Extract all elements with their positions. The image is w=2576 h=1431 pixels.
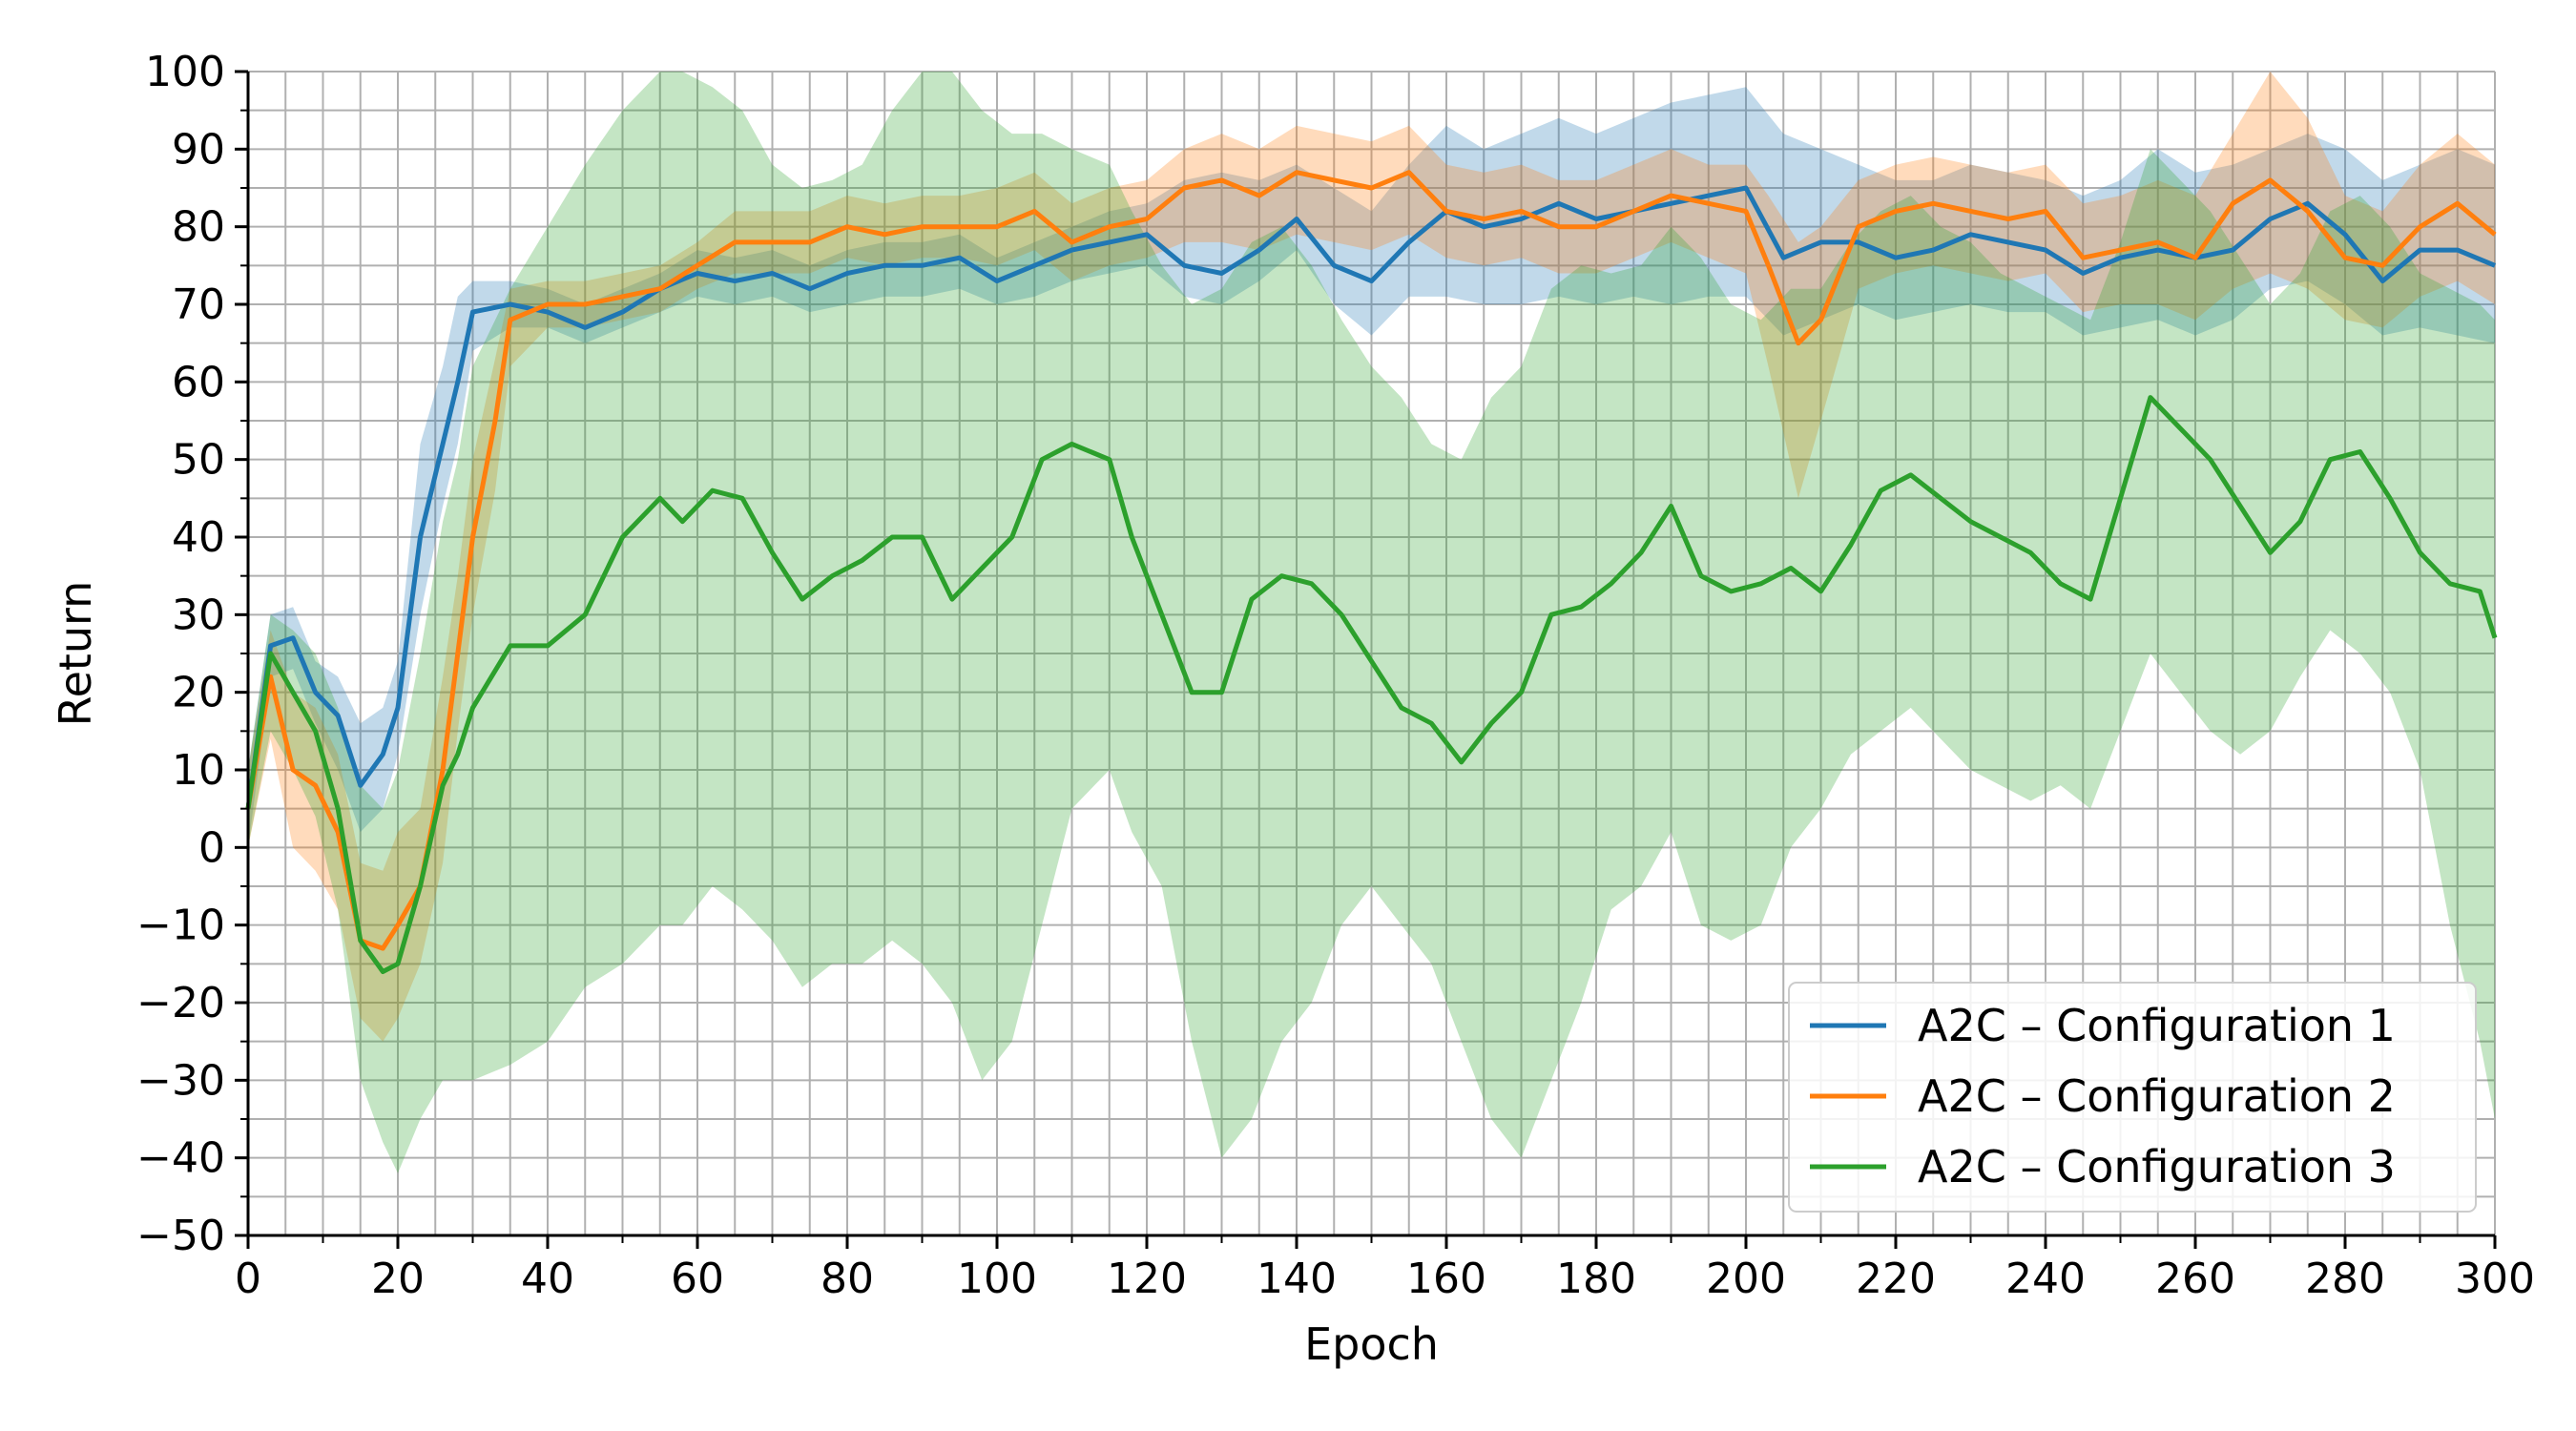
x-tick-label: 80 (821, 1255, 874, 1303)
x-tick-label: 160 (1406, 1255, 1486, 1303)
legend: A2C – Configuration 1 A2C – Configuration… (1788, 982, 2477, 1213)
line-series-1 (245, 185, 2496, 810)
line-series-3 (245, 395, 2498, 974)
grid (247, 71, 2496, 1236)
x-tick-label: 120 (1107, 1255, 1187, 1303)
x-tick-label: 220 (1856, 1255, 1936, 1303)
y-tick-label: 0 (198, 823, 225, 872)
y-tick-label: −40 (136, 1134, 225, 1183)
band-series-2 (248, 72, 2495, 1042)
band-series-3 (248, 72, 2495, 1173)
x-axis-label: Epoch (1304, 1318, 1439, 1370)
ticks: 0 20 40 60 80 100 120 140 160 180 200 220 240 260 280 3… (136, 48, 2535, 1303)
y-tick-label: −50 (136, 1212, 225, 1260)
x-tick-label: 240 (2005, 1255, 2086, 1303)
y-tick-label: 30 (172, 591, 225, 639)
x-tick-label: 300 (2455, 1255, 2535, 1303)
y-tick-label: 20 (172, 669, 225, 717)
y-tick-label: −30 (136, 1056, 225, 1105)
y-tick-label: 80 (172, 203, 225, 252)
series-lines (245, 170, 2498, 974)
confidence-bands (248, 72, 2495, 1173)
x-tick-label: 140 (1257, 1255, 1337, 1303)
x-tick-label: 100 (957, 1255, 1037, 1303)
legend-label: A2C – Configuration 3 (1918, 1141, 2396, 1192)
y-tick-label: 50 (172, 436, 225, 485)
legend-box (1788, 982, 2477, 1213)
y-tick-label: −10 (136, 902, 225, 950)
y-tick-label: 40 (172, 513, 225, 562)
x-tick-label: 200 (1706, 1255, 1786, 1303)
x-tick-label: 280 (2305, 1255, 2385, 1303)
x-tick-label: 180 (1556, 1255, 1636, 1303)
legend-label: A2C – Configuration 2 (1918, 1070, 2396, 1122)
y-tick-label: 10 (172, 746, 225, 795)
band-series-1 (248, 87, 2495, 848)
y-tick-label: 70 (172, 280, 225, 329)
y-tick-label: 90 (172, 125, 225, 174)
x-tick-label: 0 (235, 1255, 261, 1303)
y-tick-label: 60 (172, 358, 225, 406)
line-series-2 (245, 170, 2497, 951)
x-tick-label: 20 (371, 1255, 425, 1303)
x-tick-label: 260 (2155, 1255, 2235, 1303)
y-axis-label: Return (50, 581, 101, 727)
y-tick-label: −20 (136, 979, 225, 1027)
y-tick-label: 100 (145, 48, 225, 96)
x-tick-label: 40 (521, 1255, 574, 1303)
legend-label: A2C – Configuration 1 (1918, 1000, 2396, 1051)
x-tick-label: 60 (671, 1255, 724, 1303)
